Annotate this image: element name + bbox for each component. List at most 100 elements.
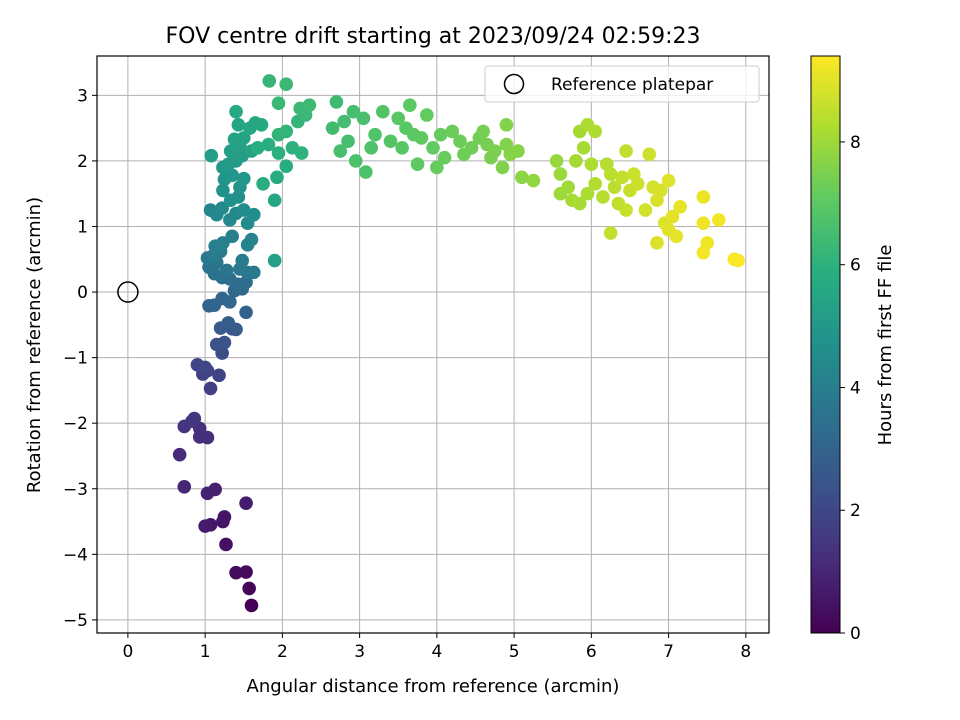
data-point <box>239 565 253 579</box>
data-point <box>696 245 711 260</box>
data-point <box>279 159 294 173</box>
data-point <box>231 118 246 132</box>
data-point <box>250 140 265 155</box>
legend-label: Reference platepar <box>551 75 713 95</box>
data-point <box>279 77 294 91</box>
data-point <box>229 565 243 580</box>
data-point <box>383 134 398 149</box>
data-point <box>553 167 568 181</box>
data-point <box>603 226 618 240</box>
y-tick-label: −5 <box>63 611 88 631</box>
data-point <box>236 171 251 186</box>
data-point <box>403 98 417 112</box>
data-point <box>588 177 603 191</box>
data-point <box>619 144 633 158</box>
data-point <box>673 200 687 214</box>
data-point <box>200 486 215 501</box>
data-point <box>198 519 212 533</box>
data-point <box>239 305 253 320</box>
data-point <box>333 144 348 158</box>
data-point <box>437 150 452 165</box>
data-point <box>395 140 409 155</box>
data-point <box>619 203 633 217</box>
data-point <box>270 170 284 185</box>
x-tick-label: 2 <box>277 642 288 662</box>
data-point <box>642 147 657 162</box>
data-point <box>420 108 434 122</box>
colorbar-tick-label: 0 <box>850 624 861 644</box>
legend: Reference platepar <box>484 65 760 103</box>
data-point <box>665 209 680 224</box>
data-point <box>267 193 282 208</box>
data-point <box>638 203 653 217</box>
data-point <box>630 177 645 191</box>
colorbar-tick-label: 8 <box>850 133 861 153</box>
data-point <box>476 124 491 139</box>
x-tick-label: 0 <box>122 642 133 662</box>
data-point <box>216 183 230 198</box>
x-tick-label: 5 <box>509 642 520 662</box>
data-point <box>325 121 340 135</box>
data-point <box>526 173 541 188</box>
data-point <box>217 510 232 524</box>
data-point <box>247 265 261 280</box>
data-point <box>364 140 379 155</box>
data-point <box>204 148 219 163</box>
data-point <box>696 190 711 204</box>
y-tick-label: 0 <box>77 283 88 303</box>
reference-platepar-marker <box>117 281 139 303</box>
data-point <box>212 368 226 383</box>
data-point <box>247 207 261 222</box>
data-point <box>650 236 664 250</box>
y-axis-label: Rotation from reference (arcmin) <box>24 197 45 493</box>
colorbar-tick-label: 2 <box>850 501 861 521</box>
data-point <box>225 168 239 183</box>
data-point <box>669 229 684 244</box>
data-point <box>499 118 514 132</box>
data-point <box>654 183 668 198</box>
y-axis-ticks: −5 −4 −3 −2 −1 0 1 2 3 <box>63 86 97 631</box>
x-tick-label: 8 <box>740 642 751 662</box>
data-point <box>346 104 361 119</box>
data-point <box>271 146 286 160</box>
data-point <box>576 140 591 155</box>
legend-box <box>484 65 760 103</box>
colorbar-ticks: 0 2 4 6 8 <box>840 133 861 644</box>
data-point <box>368 127 382 142</box>
data-point <box>445 124 460 139</box>
colorbar-gradient <box>810 55 841 634</box>
data-point <box>661 173 676 188</box>
x-tick-label: 7 <box>663 642 674 662</box>
data-point <box>172 447 187 462</box>
data-point <box>561 180 575 194</box>
colorbar-label: Hours from first FF file <box>875 245 896 446</box>
data-point <box>731 253 745 268</box>
y-tick-label: 2 <box>77 152 88 172</box>
data-point <box>225 229 239 244</box>
data-point <box>271 96 286 111</box>
y-tick-label: −2 <box>63 414 88 434</box>
data-point <box>348 154 363 168</box>
data-points <box>172 74 745 613</box>
legend-marker-circle <box>503 73 525 95</box>
data-point <box>588 124 603 139</box>
y-tick-label: 1 <box>77 217 88 237</box>
data-point <box>487 144 502 158</box>
data-point <box>430 160 444 175</box>
data-point <box>229 104 243 119</box>
data-point <box>410 157 425 171</box>
plot-frame <box>96 55 770 634</box>
data-point <box>426 140 440 155</box>
x-axis-label: Angular distance from reference (arcmin) <box>247 676 620 697</box>
data-point <box>414 131 429 145</box>
colorbar: 0 2 4 6 8 Hours from first FF file <box>810 55 896 644</box>
data-point <box>223 193 238 208</box>
data-point <box>244 232 259 247</box>
data-point <box>391 111 406 126</box>
data-point <box>607 180 622 194</box>
data-point <box>696 216 711 230</box>
data-point <box>359 165 373 179</box>
data-point <box>256 177 270 191</box>
x-tick-label: 1 <box>200 642 211 662</box>
